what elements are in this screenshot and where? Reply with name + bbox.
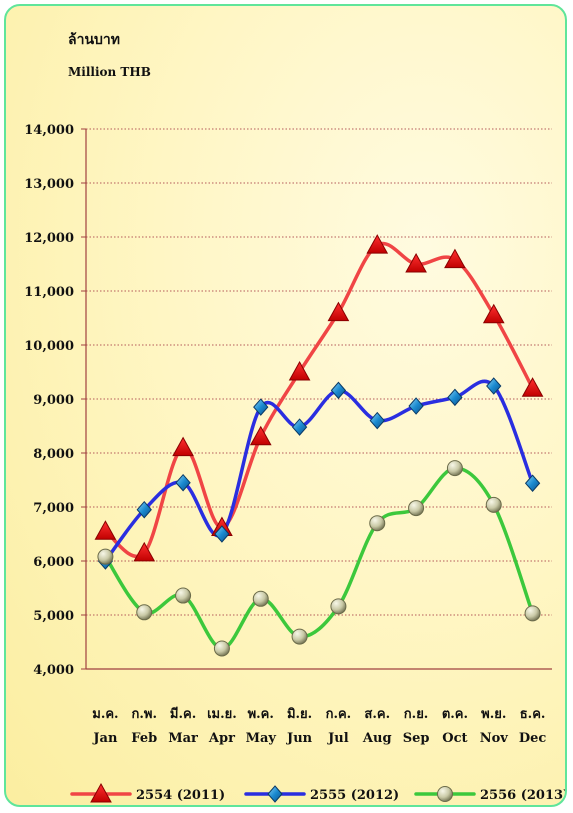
data-point-series-2 — [524, 474, 541, 492]
legend-marker-2 — [267, 785, 283, 803]
y-tick-label: 6,000 — [33, 555, 74, 570]
legend-marker-3 — [437, 786, 453, 802]
x-tick-label-thai: มี.ค. — [170, 706, 196, 722]
x-tick-label: Dec — [519, 731, 547, 746]
legend-marker-1 — [90, 782, 112, 803]
x-tick-label-thai: ก.ย. — [404, 707, 429, 722]
y-tick-labels: 4,000 5,000 6,000 7,000 8,000 9,000 10,000 11,0… — [24, 123, 74, 678]
data-point-series-3 — [252, 590, 269, 607]
data-point-series-1 — [249, 425, 272, 446]
series-lines — [103, 241, 535, 651]
x-tick-label: Sep — [403, 731, 430, 746]
y-tick-label: 12,000 — [24, 231, 74, 246]
x-tick-label: Jun — [286, 731, 313, 746]
x-tick-label: Nov — [480, 731, 509, 746]
chart-frame: ล้านบาท Million THB 4,000 5,000 6,000 7,000… — [4, 4, 567, 807]
data-point-series-3 — [524, 605, 541, 622]
data-point-series-2 — [447, 388, 463, 407]
data-point-series-2 — [369, 411, 385, 430]
x-tick-label-thai: มิ.ย. — [287, 707, 312, 722]
data-point-series-3 — [446, 460, 463, 477]
x-tick-label-thai: พ.ค. — [248, 707, 274, 722]
y-tick-label: 7,000 — [33, 501, 74, 516]
legend-label-3: 2556 (2013) — [480, 788, 567, 803]
y-tick-label: 8,000 — [33, 447, 74, 462]
data-point-series-2 — [408, 397, 424, 415]
data-point-series-1 — [521, 377, 544, 397]
data-point-series-3 — [369, 515, 386, 532]
data-point-series-1 — [94, 520, 117, 540]
y-tick-label: 10,000 — [24, 339, 74, 354]
data-point-series-1 — [133, 541, 156, 562]
x-tick-label: Jul — [327, 731, 349, 746]
y-tick-label: 9,000 — [33, 393, 74, 408]
data-point-series-3 — [291, 628, 308, 645]
series-line-3 — [103, 466, 535, 651]
data-point-series-3 — [485, 496, 502, 513]
x-tick-label-thai: ก.พ. — [132, 707, 158, 722]
x-tick-label: May — [246, 731, 277, 746]
data-point-series-1 — [288, 360, 311, 381]
series-line-1 — [103, 241, 535, 558]
data-point-series-2 — [253, 398, 269, 416]
data-point-series-2 — [136, 500, 152, 519]
data-point-series-3 — [330, 598, 347, 615]
data-point-series-3 — [408, 500, 425, 517]
data-point-series-2 — [214, 525, 230, 543]
data-point-series-1 — [366, 234, 389, 254]
x-tick-label-thai: พ.ย. — [481, 707, 506, 722]
data-point-series-2 — [291, 418, 308, 436]
x-tick-label-thai: เม.ย. — [207, 707, 237, 722]
y-tick-label: 5,000 — [33, 609, 74, 624]
data-point-series-3 — [136, 604, 153, 621]
series-markers — [94, 234, 544, 657]
y-tick-label: 11,000 — [24, 285, 74, 300]
data-point-series-1 — [405, 252, 427, 273]
x-tick-label: Apr — [208, 731, 235, 746]
x-tick-label: Feb — [131, 731, 157, 746]
legend: 2554 (2011) 2555 (2012) 2556 (2013) — [70, 782, 567, 803]
x-tick-label-thai: ส.ค. — [364, 707, 390, 722]
y-tick-label: 13,000 — [24, 177, 74, 192]
unit-label-thai: ล้านบาท — [68, 32, 120, 48]
x-tick-label-thai: ม.ค. — [92, 707, 118, 722]
data-point-series-1 — [482, 303, 505, 324]
data-point-series-1 — [444, 248, 466, 269]
data-point-series-2 — [330, 381, 347, 400]
x-tick-label: Aug — [362, 731, 392, 746]
line-chart: ล้านบาท Million THB 4,000 5,000 6,000 7,000… — [24, 32, 567, 803]
data-point-series-3 — [213, 640, 230, 657]
data-point-series-3 — [175, 587, 192, 604]
data-point-series-2 — [175, 473, 191, 492]
y-tick-label: 14,000 — [24, 123, 74, 138]
legend-label-2: 2555 (2012) — [310, 788, 399, 803]
x-tick-labels: ม.ค. Jan ก.พ. Feb มี.ค. Mar เม.ย. Apr พ.ค. May มิ.… — [92, 706, 546, 746]
gridlines — [81, 128, 552, 670]
data-point-series-1 — [327, 301, 350, 322]
data-point-series-2 — [486, 377, 502, 395]
legend-label-1: 2554 (2011) — [136, 788, 225, 803]
x-tick-label-thai: ก.ค. — [326, 707, 352, 722]
x-tick-label: Jan — [92, 731, 118, 746]
unit-label-en: Million THB — [68, 65, 151, 79]
x-tick-label-thai: ธ.ค. — [520, 707, 546, 722]
x-tick-label: Oct — [442, 731, 467, 746]
x-tick-label-thai: ต.ค. — [442, 707, 468, 722]
y-tick-label: 4,000 — [33, 663, 74, 678]
data-point-series-1 — [172, 436, 194, 457]
data-point-series-3 — [97, 548, 114, 565]
x-tick-label: Mar — [168, 731, 198, 746]
